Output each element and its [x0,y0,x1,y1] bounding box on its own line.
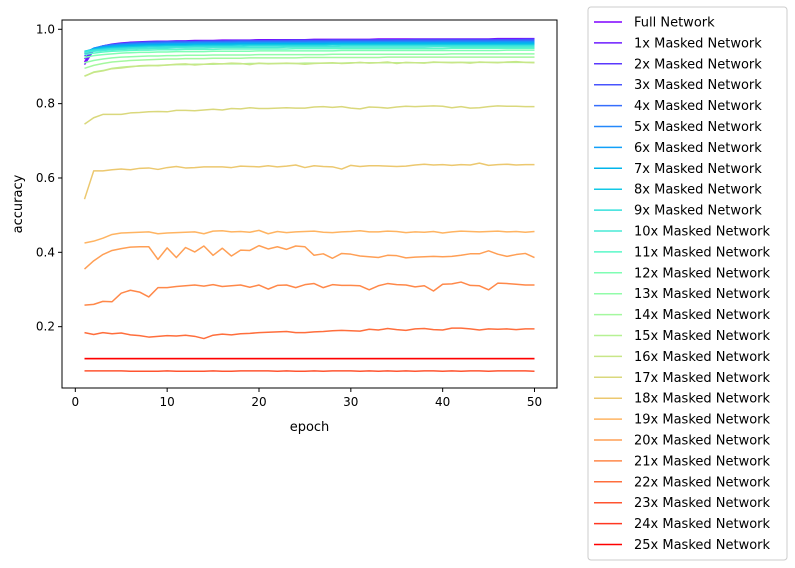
legend-label: 13x Masked Network [634,287,771,302]
series-line-13 [84,53,535,64]
legend-label: 14x Masked Network [634,308,771,323]
legend-label: 20x Masked Network [634,434,771,449]
legend-label: 4x Masked Network [634,99,762,114]
legend-label: 23x Masked Network [634,496,771,511]
legend-label: 6x Masked Network [634,141,762,156]
legend-label: 16x Masked Network [634,350,771,365]
legend-label: 7x Masked Network [634,162,762,177]
legend-frame [587,6,788,561]
legend-label: 1x Masked Network [634,36,762,51]
series-line-18 [83,162,535,200]
legend-label: 12x Masked Network [634,266,771,281]
series-line-10 [84,46,535,54]
y-tick-label: 0.8 [36,97,55,111]
legend-label: 10x Masked Network [634,225,771,240]
series-line-11 [84,47,535,56]
legend-label: 9x Masked Network [634,204,762,219]
legend-label: 22x Masked Network [634,475,771,490]
legend-label: 18x Masked Network [634,392,771,407]
legend-label: 2x Masked Network [634,57,762,72]
legend-label: Full Network [634,16,715,31]
plot-frame [61,19,558,389]
legend-label: 15x Masked Network [634,329,771,344]
series-line-17 [84,105,535,125]
x-tick-label: 30 [343,395,358,409]
x-tick-label: 10 [160,395,175,409]
x-tick-label: 40 [435,395,450,409]
series-line-9 [84,44,535,52]
y-axis: 0.2 0.4 0.6 0.8 1.0 [36,22,62,334]
series-layer [83,37,535,373]
legend-label: 21x Masked Network [634,454,771,469]
series-line-16 [84,60,535,77]
series-line-22 [84,327,535,340]
legend-label: 11x Masked Network [634,245,771,260]
series-line-12 [84,49,535,59]
legend-label: 24x Masked Network [634,517,771,532]
x-tick-label: 50 [527,395,542,409]
y-tick-label: 0.6 [36,171,55,185]
y-tick-label: 0.4 [36,245,55,259]
x-axis-label: epoch [290,420,330,435]
y-axis-label: accuracy [11,174,26,233]
y-tick-label: 0.2 [36,320,55,334]
y-tick-label: 1.0 [36,22,55,36]
legend-label: 19x Masked Network [634,413,771,428]
x-axis: 0 10 20 30 40 50 [71,388,542,409]
series-line-8 [84,43,535,52]
series-line-19 [84,229,535,244]
series-line-14 [84,56,535,70]
legend-label: 3x Masked Network [634,78,762,93]
x-tick-label: 0 [71,395,79,409]
series-line-20 [84,244,535,270]
legend-label: 17x Masked Network [634,371,771,386]
series-line-21 [84,281,535,306]
legend-label: 8x Masked Network [634,183,762,198]
legend-label: 25x Masked Network [634,538,771,553]
legend: Full Network 1x Masked Network 2x Masked N… [587,6,788,561]
series-line-7 [84,42,535,53]
legend-label: 5x Masked Network [634,120,762,135]
x-tick-label: 20 [251,395,266,409]
